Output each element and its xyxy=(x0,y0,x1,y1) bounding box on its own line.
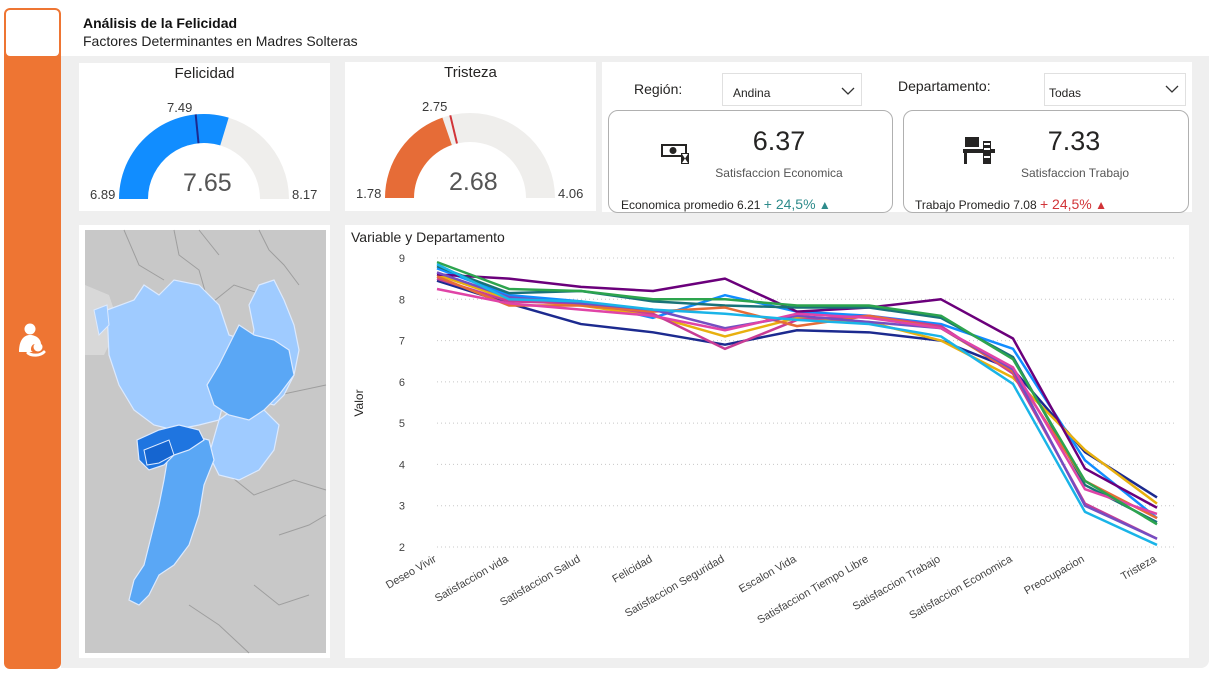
gauge-felicidad-card[interactable]: Felicidad 7.49 7.65 6.89 8.17 xyxy=(79,63,330,211)
series-line xyxy=(436,260,1158,526)
x-tick-label: Tristeza xyxy=(1119,553,1159,583)
kpi-card-satisfaccion-trabajo[interactable]: 7.33 Satisfaccion Trabajo Trabajo Promed… xyxy=(903,110,1189,213)
gauge-max-label: 8.17 xyxy=(292,187,318,202)
gauge-value-arc xyxy=(385,117,452,198)
report-header: Análisis de la Felicidad Factores Determ… xyxy=(61,10,1209,56)
gauge-min-label: 6.89 xyxy=(90,187,116,202)
kpi-footer: Economica promedio 6.21 + 24,5% ▲ xyxy=(621,196,831,212)
kpi-label: Satisfaccion Economica xyxy=(715,166,843,180)
gauge-target-label: 2.75 xyxy=(422,99,448,114)
report-title: Análisis de la Felicidad xyxy=(83,15,238,31)
region-dropdown-value: Andina xyxy=(733,86,771,100)
series-line xyxy=(436,273,1158,509)
x-tick-label: Deseo Vivir xyxy=(384,553,439,592)
kpi-card-satisfaccion-economica[interactable]: 6.37 Satisfaccion Economica Economica pr… xyxy=(608,110,893,213)
gauge-value-arc xyxy=(119,114,229,199)
kpi-value: 7.33 xyxy=(1047,126,1101,156)
kpi-footer: Trabajo Promedio 7.08 + 24,5% ▲ xyxy=(915,196,1107,212)
map-card[interactable] xyxy=(79,225,330,658)
report-subtitle: Factores Determinantes en Madres Soltera… xyxy=(83,33,358,49)
y-tick-label: 8 xyxy=(399,294,405,306)
kpi-delta: + 24,5% xyxy=(763,196,816,212)
series-line xyxy=(436,273,1158,505)
departamento-dropdown[interactable]: Todas xyxy=(1044,73,1186,106)
x-tick-label: Preocupacion xyxy=(1022,553,1086,597)
region-dropdown[interactable]: Andina xyxy=(722,73,862,106)
gauge-value-label: 2.68 xyxy=(449,168,498,196)
gauge-target-marker xyxy=(449,115,458,144)
gauge-tristeza xyxy=(385,113,555,198)
region-slicer-label: Región: xyxy=(634,81,683,97)
kpi-value: 6.37 xyxy=(752,126,806,156)
kpi-footer-text: Economica promedio 6.21 xyxy=(621,198,761,212)
gauge-target-marker xyxy=(194,114,200,144)
kpi-delta: + 24,5% xyxy=(1039,196,1092,212)
y-tick-label: 2 xyxy=(399,542,405,554)
x-tick-label: Escalon Vida xyxy=(737,553,799,596)
gauge-value-label: 7.65 xyxy=(183,169,232,197)
line-chart-card[interactable]: Variable y Departamento 2 3 4 5 6 7 8 9 Valor Des… xyxy=(345,225,1189,658)
triangle-up-icon: ▲ xyxy=(818,198,831,212)
gauge-tristeza-card[interactable]: Tristeza 2.75 2.68 1.78 4.06 xyxy=(345,62,596,211)
sidebar-logo-box xyxy=(6,10,59,56)
gauge-felicidad xyxy=(119,114,289,199)
triangle-up-icon: ▲ xyxy=(1095,198,1107,212)
series-line xyxy=(436,279,1158,499)
y-axis-label: Valor xyxy=(352,389,366,416)
money-icon xyxy=(660,141,692,170)
x-tick-label: Satisfaccion Salud xyxy=(498,553,582,609)
chevron-down-icon xyxy=(1165,85,1179,93)
y-tick-label: 3 xyxy=(399,501,405,513)
y-tick-label: 4 xyxy=(399,459,405,471)
gauge-min-label: 1.78 xyxy=(356,186,382,201)
chevron-down-icon xyxy=(841,87,855,95)
kpi-footer-text: Trabajo Promedio 7.08 xyxy=(915,198,1037,212)
y-tick-label: 5 xyxy=(399,418,405,430)
x-tick-label: Felicidad xyxy=(610,553,654,585)
gauge-target-label: 7.49 xyxy=(167,100,193,115)
y-tick-label: 6 xyxy=(399,377,405,389)
chart-title: Variable y Departamento xyxy=(351,229,505,245)
departamento-dropdown-value: Todas xyxy=(1049,86,1082,100)
gauge-max-label: 4.06 xyxy=(558,186,584,201)
series-line xyxy=(436,287,1158,516)
y-tick-label: 9 xyxy=(399,253,405,265)
departamento-slicer-label: Departamento: xyxy=(898,78,991,94)
y-tick-label: 7 xyxy=(399,336,405,348)
mother-child-icon[interactable] xyxy=(16,322,50,358)
desk-icon xyxy=(962,136,996,171)
kpi-label: Satisfaccion Trabajo xyxy=(1020,166,1130,180)
gauge-title: Felicidad xyxy=(174,65,235,82)
series-line xyxy=(436,263,1158,547)
gauge-title: Tristeza xyxy=(444,64,497,81)
departments-map[interactable] xyxy=(79,225,330,658)
